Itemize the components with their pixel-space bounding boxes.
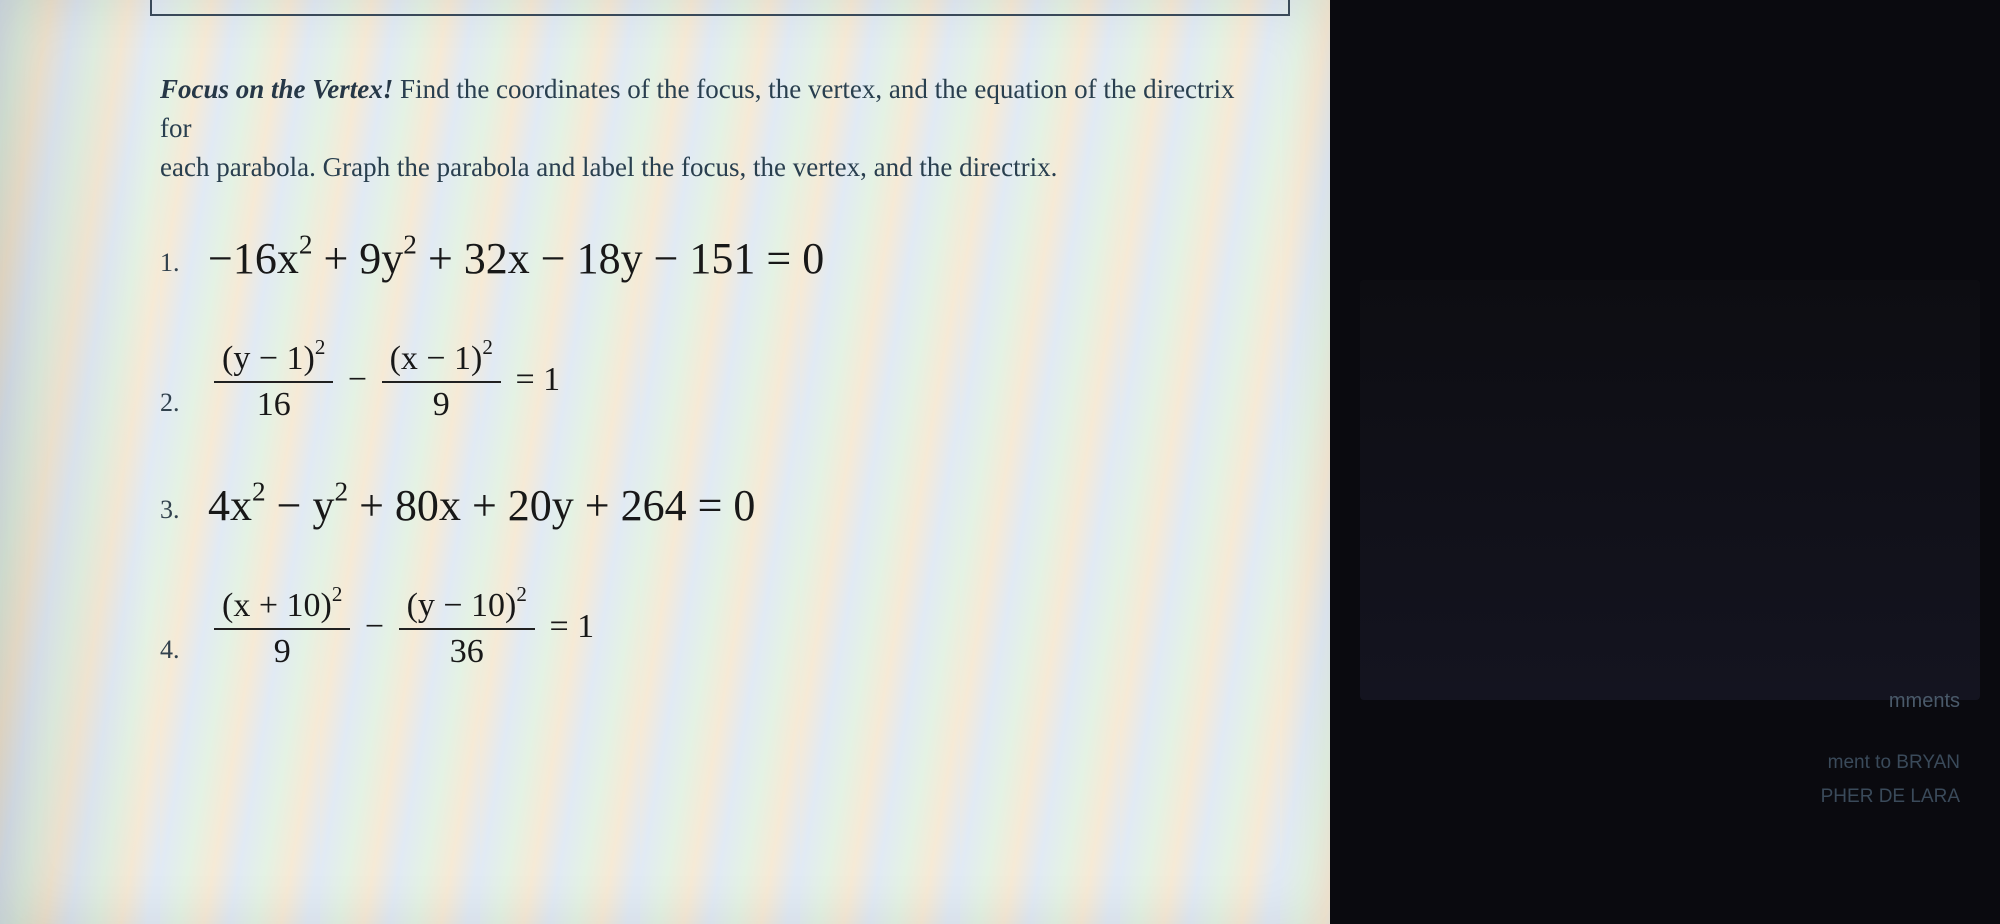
- side-text-3: PHER DE LARA: [1821, 786, 1960, 808]
- fraction: (y − 10)2 36: [399, 587, 535, 671]
- problem-2-number: 2.: [160, 388, 184, 424]
- side-text-1: mments: [1889, 690, 1960, 713]
- fraction: (y − 1)2 16: [214, 340, 333, 424]
- problem-1-number: 1.: [160, 248, 184, 284]
- header-rule-box: [150, 0, 1290, 16]
- problem-4-number: 4.: [160, 635, 184, 671]
- dark-panel: [1360, 280, 1980, 700]
- instructions: Focus on the Vertex! Find the coordinate…: [160, 70, 1270, 187]
- worksheet-page: Focus on the Vertex! Find the coordinate…: [0, 0, 1330, 924]
- fraction: (x − 1)2 9: [382, 340, 501, 424]
- problem-4: 4. (x + 10)2 9 − (y − 10)2 36 = 1: [160, 587, 1270, 671]
- problem-3-equation: 4x2 − y2 + 80x + 20y + 264 = 0: [208, 480, 755, 531]
- problem-1: 1. −16x2 + 9y2 + 32x − 18y − 151 = 0: [160, 233, 1270, 284]
- problem-4-equation: (x + 10)2 9 − (y − 10)2 36 = 1: [208, 587, 594, 671]
- side-text-2: ment to BRYAN: [1828, 752, 1960, 774]
- page-shadow: [0, 0, 150, 924]
- problem-2: 2. (y − 1)2 16 − (x − 1)2 9 = 1: [160, 340, 1270, 424]
- page-content: Focus on the Vertex! Find the coordinate…: [160, 70, 1270, 727]
- instructions-line2: each parabola. Graph the parabola and la…: [160, 152, 1057, 182]
- problem-3: 3. 4x2 − y2 + 80x + 20y + 264 = 0: [160, 480, 1270, 531]
- problem-1-equation: −16x2 + 9y2 + 32x − 18y − 151 = 0: [208, 233, 824, 284]
- instructions-lead: Focus on the Vertex!: [160, 74, 393, 104]
- problem-2-equation: (y − 1)2 16 − (x − 1)2 9 = 1: [208, 340, 560, 424]
- problem-3-number: 3.: [160, 495, 184, 531]
- fraction: (x + 10)2 9: [214, 587, 350, 671]
